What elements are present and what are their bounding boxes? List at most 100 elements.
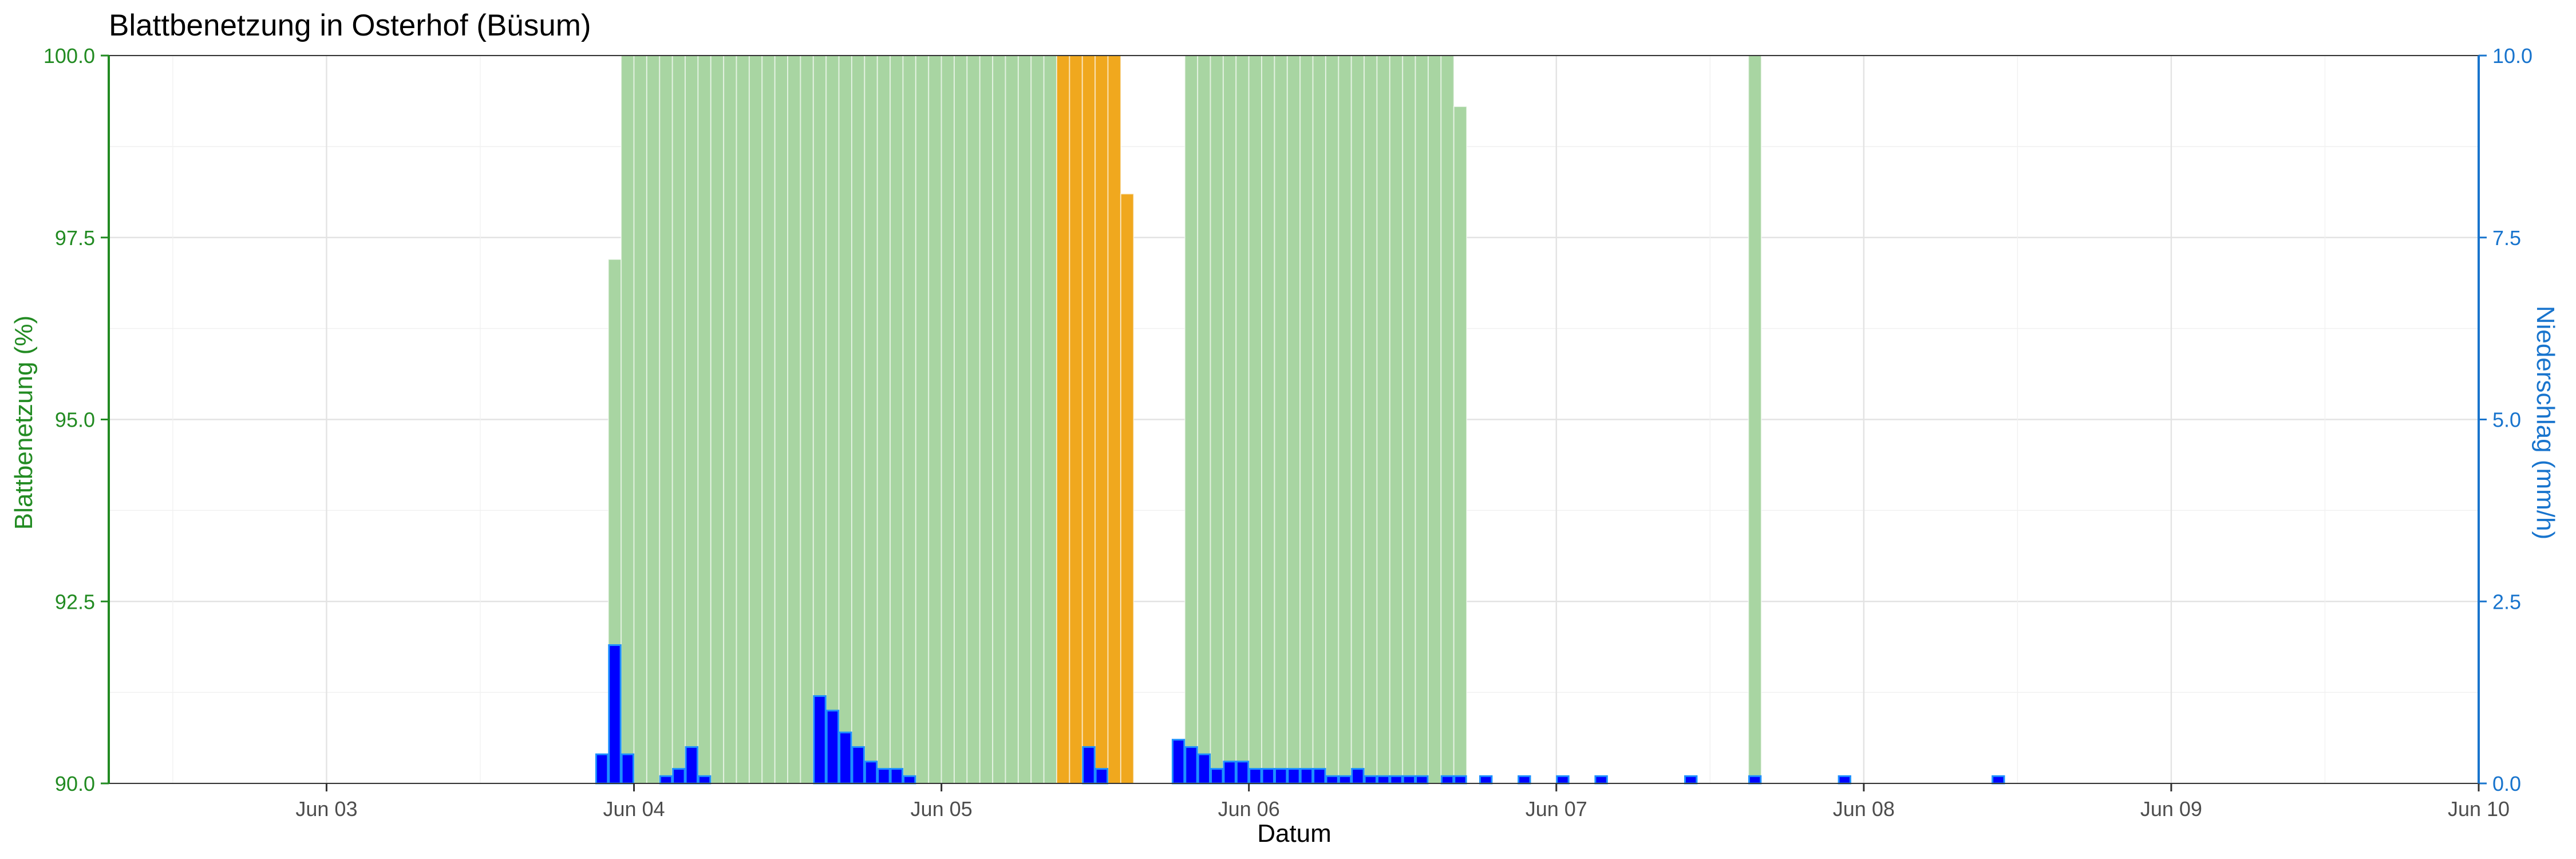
x-axis-label: Datum — [1257, 819, 1332, 848]
bar-precipitation — [1684, 775, 1698, 785]
bar-leaf-wetness — [1364, 55, 1378, 784]
bar-leaf-wetness — [736, 55, 750, 784]
bar-leaf-wetness — [953, 55, 968, 784]
bar-leaf-wetness — [979, 55, 994, 784]
bar-precipitation — [1364, 775, 1377, 785]
bar-precipitation — [1287, 768, 1301, 785]
bar-precipitation — [839, 731, 852, 785]
bar-leaf-wetness — [1222, 55, 1237, 784]
bar-precipitation — [1082, 746, 1096, 785]
bar-leaf-wetness — [1017, 55, 1032, 784]
x-tick-label: Jun 09 — [2140, 797, 2202, 821]
bar-leaf-wetness — [761, 55, 776, 784]
bar-precipitation — [1594, 775, 1608, 785]
bar-precipitation — [697, 775, 712, 785]
bar-precipitation — [1249, 768, 1262, 785]
bar-leaf-wetness — [710, 55, 725, 784]
bar-leaf-wetness — [1350, 55, 1365, 784]
bar-precipitation — [1197, 753, 1211, 785]
bar-leaf-wetness — [697, 55, 712, 784]
bar-leaf-wetness — [685, 55, 699, 784]
bar-precipitation — [595, 753, 609, 785]
bar-precipitation — [1171, 739, 1186, 785]
y-tick-right-label: 5.0 — [2492, 408, 2521, 432]
bar-precipitation — [1992, 775, 2005, 785]
bar-precipitation — [1351, 768, 1365, 785]
bar-leaf-wetness — [992, 55, 1006, 784]
bar-precipitation — [1184, 746, 1198, 785]
bar-precipitation — [864, 761, 878, 785]
bar-leaf-wetness — [1312, 55, 1326, 784]
bar-precipitation — [1299, 768, 1314, 785]
bar-leaf-wetness — [659, 55, 673, 784]
bar-precipitation — [1095, 768, 1109, 785]
y-tick-left-label: 100.0 — [44, 44, 95, 68]
bar-precipitation — [851, 746, 865, 785]
x-tick-label: Jun 03 — [295, 797, 357, 821]
bar-precipitation — [659, 775, 673, 785]
bar-leaf-wetness — [876, 55, 891, 784]
bar-precipitation — [1556, 775, 1570, 785]
bar-leaf-wetness — [966, 55, 981, 784]
bar-precipitation — [1518, 775, 1531, 785]
bar-precipitation — [1261, 768, 1275, 785]
bar-leaf-wetness — [723, 55, 737, 784]
bar-leaf-wetness — [1389, 55, 1404, 784]
bar-leaf-wetness — [825, 55, 840, 784]
bar-leaf-wetness — [633, 55, 647, 784]
y-tick-right-label: 2.5 — [2492, 590, 2521, 613]
bar-leaf-wetness — [1081, 55, 1096, 784]
bar-precipitation — [1479, 775, 1493, 785]
bar-leaf-wetness — [1286, 55, 1301, 784]
x-tick-label: Jun 10 — [2448, 797, 2510, 821]
x-tick-label: Jun 08 — [1833, 797, 1895, 821]
bar-leaf-wetness — [1440, 55, 1455, 784]
bar-leaf-wetness — [1107, 55, 1121, 784]
bar-leaf-wetness — [1376, 55, 1390, 784]
bar-leaf-wetness — [1235, 55, 1250, 784]
y-axis-label-left: Blattbenetzung (%) — [10, 316, 38, 530]
bar-leaf-wetness — [890, 55, 904, 784]
bar-precipitation — [1440, 775, 1455, 785]
bar-leaf-wetness — [1748, 55, 1762, 784]
y-tick-left-label: 92.5 — [55, 590, 95, 613]
bar-precipitation — [1389, 775, 1403, 785]
bar-precipitation — [1223, 761, 1236, 785]
x-tick-label: Jun 07 — [1526, 797, 1587, 821]
bar-leaf-wetness — [915, 55, 930, 784]
bar-precipitation — [1235, 761, 1250, 785]
bar-precipitation — [608, 644, 622, 785]
bar-leaf-wetness — [1274, 55, 1288, 784]
bar-leaf-wetness — [838, 55, 852, 784]
bar-precipitation — [1325, 775, 1339, 785]
bar-precipitation — [1338, 775, 1352, 785]
bar-leaf-wetness — [1005, 55, 1019, 784]
bar-leaf-wetness — [1095, 55, 1109, 784]
bar-precipitation — [1748, 775, 1762, 785]
bar-precipitation — [902, 775, 916, 785]
bar-leaf-wetness — [1197, 55, 1211, 784]
bar-precipitation — [877, 768, 891, 785]
bar-precipitation — [1402, 775, 1416, 785]
bar-leaf-wetness — [787, 55, 801, 784]
y-tick-left-label: 90.0 — [55, 772, 95, 795]
y-tick-right-label: 7.5 — [2492, 226, 2521, 250]
y-axis-label-right: Niederschlag (mm/h) — [2531, 306, 2559, 539]
bar-leaf-wetness — [1056, 55, 1070, 784]
bar-precipitation — [1376, 775, 1390, 785]
bar-leaf-wetness — [1261, 55, 1275, 784]
y-tick-right-label: 0.0 — [2492, 772, 2521, 795]
bar-precipitation — [1313, 768, 1326, 785]
bar-leaf-wetness — [621, 55, 635, 784]
bar-leaf-wetness — [646, 55, 661, 784]
bar-leaf-wetness — [1299, 55, 1314, 784]
bar-precipitation — [685, 746, 698, 785]
bar-leaf-wetness — [1248, 55, 1263, 784]
bar-precipitation — [621, 753, 635, 785]
y-tick-right-label: 10.0 — [2492, 44, 2532, 68]
bar-leaf-wetness — [1043, 55, 1057, 784]
bar-precipitation — [672, 768, 686, 785]
bar-precipitation — [890, 768, 903, 785]
